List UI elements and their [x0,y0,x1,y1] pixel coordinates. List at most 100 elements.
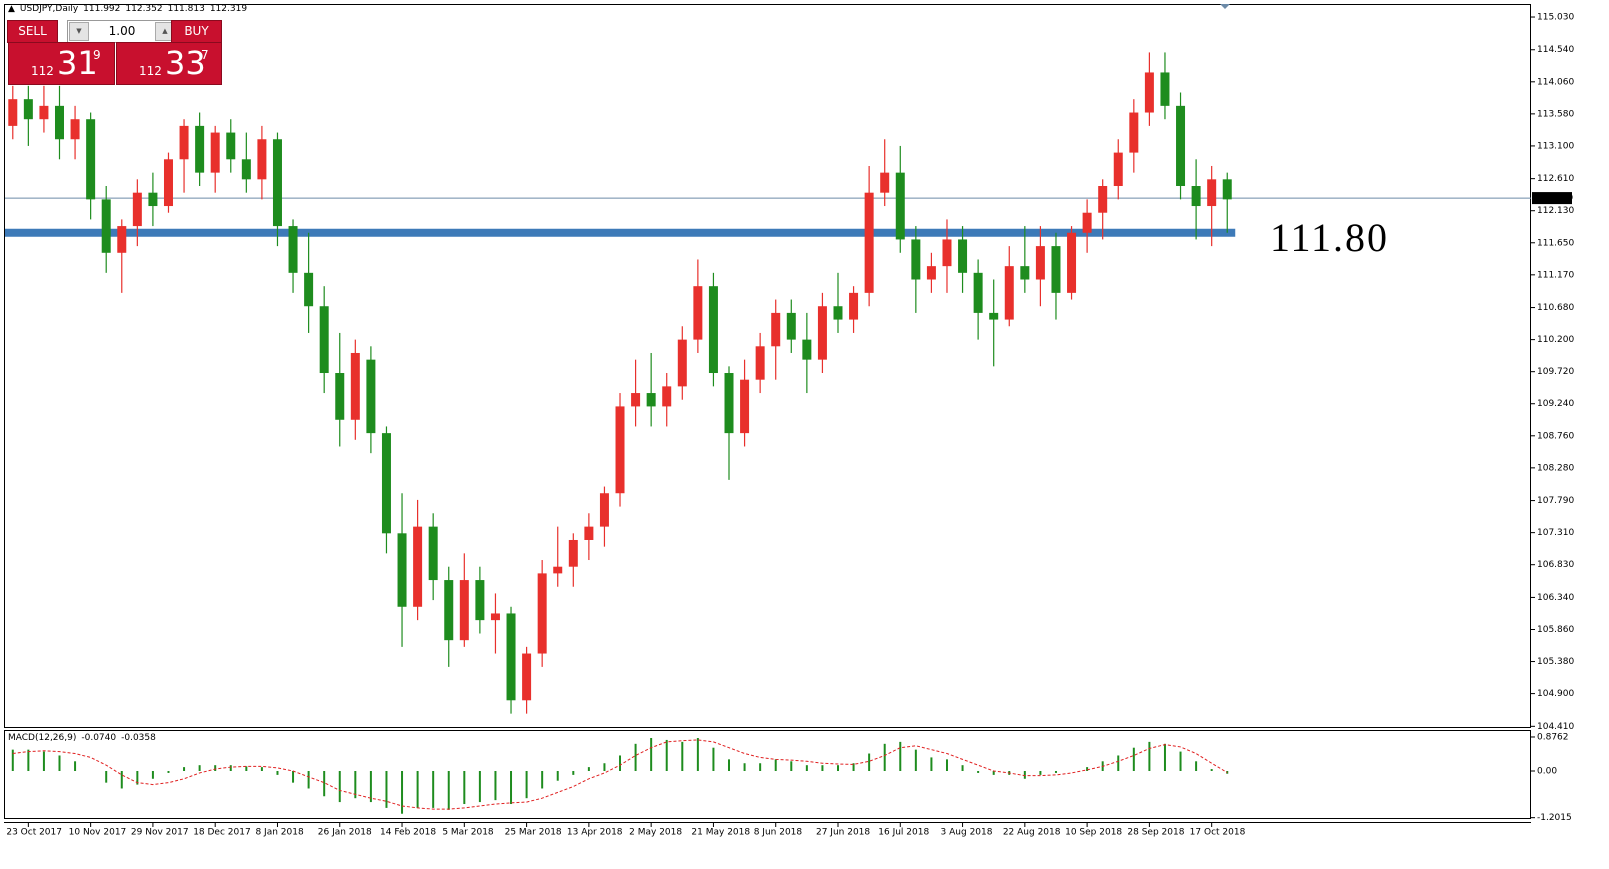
candle-body [849,292,859,320]
candle-body [195,125,205,173]
candle-body [428,526,438,581]
y-tick-label: 107.790 [1537,496,1574,506]
y-tick-label: 114.060 [1537,77,1574,87]
macd-signal-line [12,739,1228,810]
candle-body [39,105,49,120]
macd-plot [11,737,1229,814]
macd-main: -0.0740 [81,733,117,743]
x-tick-label: 3 Aug 2018 [941,828,993,838]
candle-body [70,119,80,140]
candle-body [958,239,968,273]
candle-body [522,653,532,701]
x-tick-label: 14 Feb 2018 [380,828,436,838]
candle-body [117,226,127,253]
candle-body [708,286,718,374]
candle-body [475,580,485,621]
candle-body [241,159,251,180]
candle-body [8,99,18,126]
y-tick-label: 110.200 [1537,335,1574,345]
y-tick-label: 115.030 [1537,13,1574,23]
candle-body [1129,112,1139,153]
buy-price[interactable]: 112 33 7 [116,42,222,85]
y-tick-label: 112.130 [1537,206,1574,216]
candle-body [584,526,594,540]
candle-body [693,286,703,340]
candle-body [350,352,360,420]
lot-down[interactable]: ▼ [69,22,89,41]
candle-body [833,306,843,320]
candle-body [802,339,812,360]
shift-marker [1220,4,1230,9]
candle-body [1113,152,1123,187]
candle-body [864,192,874,293]
y-tick-label: 111.650 [1537,238,1574,248]
y-tick-label: 109.720 [1537,367,1574,377]
candle-body [615,406,625,494]
buy-button[interactable]: BUY [171,20,222,43]
candle-body [101,199,111,253]
candle-body [54,105,64,140]
candle-body [1051,246,1061,293]
candle-body [786,312,796,340]
x-tick-label: 22 Aug 2018 [1003,828,1061,838]
candle-body [226,132,236,160]
candle-body [724,373,734,434]
one-click-trading: SELL 1.00 ▼ ▲ BUY 112 31 9 112 33 7 [7,20,222,85]
candle-body [973,272,983,313]
candle-body [163,159,173,207]
candle-body [646,393,656,407]
candle-body [319,306,329,374]
candle-body [1191,186,1201,207]
y-tick-label: 114.540 [1537,45,1574,55]
buy-price-big: 112 [139,64,162,78]
buy-price-main: 33 [165,44,206,82]
y-tick-label: 108.280 [1537,463,1574,473]
x-tick-label: 16 Jul 2018 [878,828,929,838]
candle-body [148,192,158,207]
x-tick-label: 8 Jun 2018 [754,828,803,838]
y-tick-label: 108.760 [1537,431,1574,441]
candle-body [1035,246,1045,280]
candle-body [1082,212,1092,233]
candle-body [304,272,314,307]
candle-body [1176,105,1186,187]
candle-body [506,613,516,701]
buy-price-pip: 7 [201,48,209,62]
x-tick-label: 10 Nov 2017 [69,828,127,838]
x-tick-label: 23 Oct 2017 [6,828,62,838]
lot-up[interactable]: ▲ [155,22,175,41]
y-tick-label: 104.900 [1537,689,1574,699]
sell-price-main: 31 [57,44,98,82]
x-tick-label: 5 Mar 2018 [442,828,494,838]
low: 111.813 [167,4,205,14]
candle-body [553,566,563,574]
x-tick-label: 26 Jan 2018 [318,828,372,838]
x-tick-label: 18 Dec 2017 [193,828,251,838]
support-label: 111.80 [1270,215,1389,260]
candle-body [817,306,827,360]
x-tick-label: 8 Jan 2018 [255,828,303,838]
x-tick-label: 21 May 2018 [691,828,750,838]
y-tick-label: 105.380 [1537,657,1574,667]
candle-body [381,433,391,534]
price-tag-label: 112.319 [1536,194,1573,204]
macd-tick-label: -1.2015 [1537,813,1572,823]
y-tick-label: 112.610 [1537,174,1574,184]
sell-button[interactable]: SELL [7,20,58,43]
sell-price-pip: 9 [93,48,101,62]
open: 111.992 [83,4,121,14]
candle-body [23,99,33,120]
candle-body [210,132,220,173]
y-tick-label: 113.580 [1537,109,1574,119]
candle-body [272,139,282,227]
y-tick-label: 111.170 [1537,270,1574,280]
candle-body [1160,72,1170,106]
macd-title: MACD(12,26,9) [8,733,77,743]
sell-price[interactable]: 112 31 9 [8,42,115,85]
candle-body [1004,266,1014,320]
x-tick-label: 17 Oct 2018 [1190,828,1246,838]
candle-body [740,379,750,434]
x-tick-label: 25 Mar 2018 [505,828,562,838]
